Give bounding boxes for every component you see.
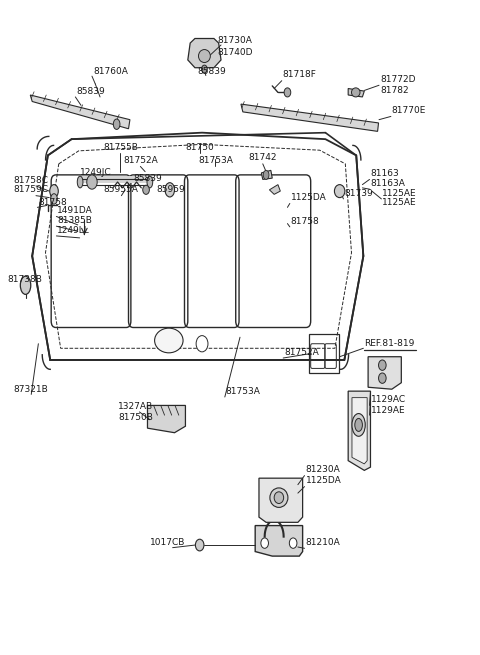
Ellipse shape (379, 373, 386, 383)
Polygon shape (348, 88, 364, 97)
Text: 81163: 81163 (371, 169, 399, 178)
Text: 81718F: 81718F (283, 70, 317, 79)
Text: 81730A: 81730A (218, 36, 252, 45)
Polygon shape (188, 39, 221, 67)
Text: 1249JC: 1249JC (80, 168, 112, 177)
Text: 1125DA: 1125DA (291, 193, 326, 202)
Ellipse shape (355, 419, 362, 432)
Ellipse shape (270, 488, 288, 508)
Text: 1125AE: 1125AE (383, 198, 417, 208)
Text: 81750: 81750 (185, 143, 214, 152)
Text: REF.81-819: REF.81-819 (364, 339, 415, 348)
Ellipse shape (335, 185, 345, 198)
Ellipse shape (143, 185, 149, 195)
Text: 81385B: 81385B (57, 216, 92, 225)
Polygon shape (348, 391, 371, 470)
Polygon shape (352, 398, 367, 464)
Text: 1125DA: 1125DA (305, 476, 341, 485)
Ellipse shape (50, 185, 58, 198)
Text: 81752A: 81752A (284, 348, 319, 357)
Ellipse shape (379, 360, 386, 370)
Text: 81210A: 81210A (305, 538, 340, 547)
Text: 1249LL: 1249LL (57, 225, 90, 234)
Text: 81772D: 81772D (380, 75, 416, 84)
Ellipse shape (195, 539, 204, 551)
Text: 81770E: 81770E (392, 106, 426, 115)
Ellipse shape (202, 65, 207, 73)
Text: 81752A: 81752A (123, 156, 158, 165)
Text: 81758: 81758 (38, 198, 67, 207)
Polygon shape (269, 185, 280, 195)
Text: 81738B: 81738B (8, 275, 42, 284)
Ellipse shape (77, 176, 83, 188)
Text: 85955A: 85955A (103, 185, 138, 195)
Ellipse shape (263, 170, 269, 179)
Text: 85839: 85839 (197, 67, 226, 75)
Text: 81758: 81758 (291, 217, 320, 225)
Polygon shape (255, 525, 302, 556)
Ellipse shape (199, 50, 210, 62)
Polygon shape (261, 170, 272, 179)
Text: 81758C: 81758C (13, 176, 48, 185)
Ellipse shape (196, 335, 208, 352)
Ellipse shape (261, 538, 268, 548)
Polygon shape (368, 357, 401, 389)
Text: 81740D: 81740D (217, 48, 253, 58)
Text: 81163A: 81163A (371, 179, 405, 188)
Text: 81759C: 81759C (13, 185, 48, 195)
Ellipse shape (20, 276, 31, 294)
Ellipse shape (274, 492, 284, 504)
Text: 81742: 81742 (249, 153, 277, 162)
Ellipse shape (289, 538, 297, 548)
Text: 81755B: 81755B (103, 143, 138, 152)
Text: 1327AB: 1327AB (118, 402, 153, 411)
Text: 1129AC: 1129AC (371, 395, 406, 404)
Ellipse shape (284, 88, 291, 97)
Text: 81753A: 81753A (198, 156, 233, 165)
Text: 85839: 85839 (133, 174, 162, 183)
Text: 1017CB: 1017CB (150, 538, 185, 547)
Polygon shape (241, 104, 379, 132)
Polygon shape (259, 478, 302, 522)
Ellipse shape (351, 88, 360, 97)
Polygon shape (147, 405, 185, 433)
Text: 81760A: 81760A (93, 67, 128, 76)
Ellipse shape (155, 328, 183, 353)
Ellipse shape (147, 176, 153, 188)
Text: 1491DA: 1491DA (57, 206, 93, 215)
Ellipse shape (87, 175, 97, 189)
Polygon shape (30, 95, 130, 129)
Text: 81230A: 81230A (305, 464, 340, 474)
Text: 1125AE: 1125AE (383, 189, 417, 198)
Text: 81782: 81782 (380, 86, 408, 95)
Text: 85839: 85839 (76, 86, 105, 96)
Text: 81753A: 81753A (226, 386, 261, 396)
Text: 1129AE: 1129AE (371, 405, 405, 415)
Text: 81750B: 81750B (118, 413, 153, 422)
Text: 87321B: 87321B (13, 384, 48, 394)
Ellipse shape (51, 194, 57, 204)
Ellipse shape (352, 413, 365, 436)
Text: 81739: 81739 (344, 189, 373, 198)
Ellipse shape (113, 119, 120, 130)
Text: 85959: 85959 (157, 185, 186, 195)
Ellipse shape (165, 183, 175, 197)
